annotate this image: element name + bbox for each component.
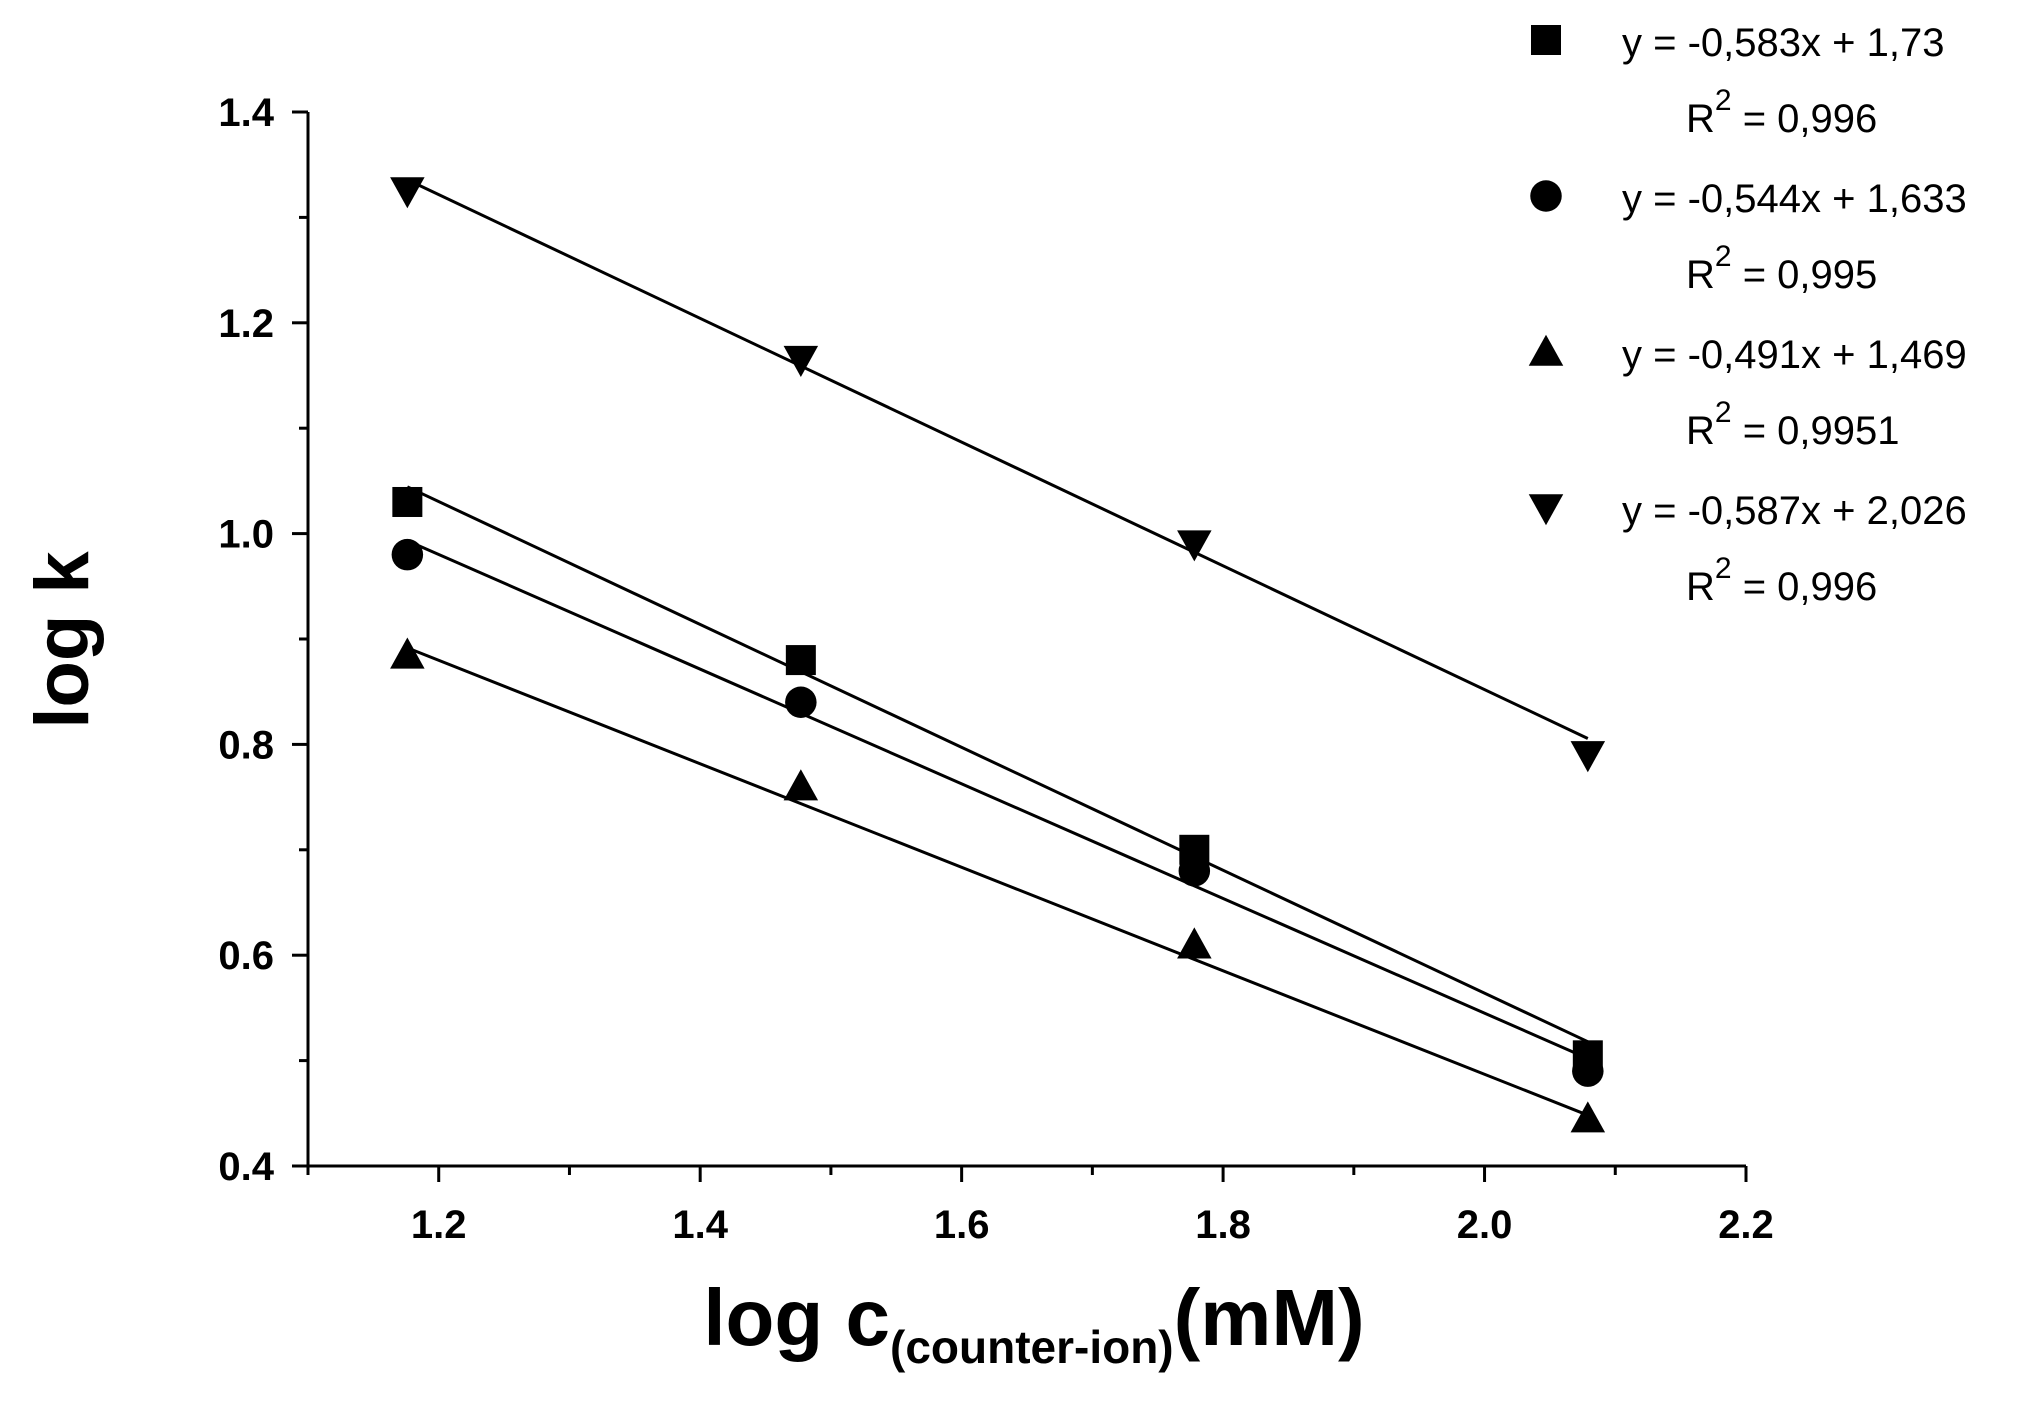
fit-lines [406,178,1589,1117]
data-markers [390,177,1606,1133]
triangle-up-legend-marker [1528,334,1564,366]
y-tick-label: 1.0 [218,513,274,557]
y-tick-label: 1.2 [218,302,274,346]
square-legend-equation: y = -0,583x + 1,73 [1622,21,1944,65]
circle-data-point [391,538,424,571]
square-legend-marker [1531,25,1561,55]
r-value: = 0,995 [1732,253,1878,297]
triangle-up-fit-line [406,646,1589,1117]
r-value: = 0,9951 [1732,409,1900,453]
triangle-down-legend-equation: y = -0,587x + 2,026 [1622,489,1967,533]
circle-data-point [1178,855,1211,887]
y-tick-label: 0.4 [218,1145,274,1189]
r-value: = 0,996 [1732,565,1878,609]
triangle-up-legend-r-squared: R2 = 0,9951 [1686,396,1900,453]
y-tick-label: 0.6 [218,934,274,978]
triangle-down-fit-line [406,178,1589,740]
x-axis-title-unit: (mM) [1174,1273,1365,1362]
triangle-up-data-point [1177,927,1212,959]
y-tick-label: 1.4 [218,91,274,135]
r-symbol: R [1686,565,1715,609]
triangle-up-data-point [1570,1101,1606,1133]
triangle-down-legend-marker [1528,494,1564,526]
triangle-down-legend-r-squared: R2 = 0,996 [1686,552,1877,609]
x-axis-title: log c(counter-ion)(mM) [703,1273,1364,1373]
x-tick-label: 2.0 [1457,1203,1513,1247]
r-superscript: 2 [1715,552,1732,585]
circle-data-point [1572,1055,1604,1087]
x-axis-title-subscript: (counter-ion) [890,1321,1174,1373]
triangle-down-data-point [390,177,425,209]
circle-fit-line [406,539,1589,1060]
r-symbol: R [1686,253,1715,297]
triangle-down-data-point [1177,530,1212,562]
r-superscript: 2 [1715,240,1732,273]
y-axis-title: log k [20,551,105,729]
triangle-up-data-point [390,637,425,669]
ticks: 1.2 1.4 1.6 1.8 2.0 2.2 0.4 0.6 0.8 1.0 1.2 1.4 [218,91,1773,1247]
square-fit-line [406,485,1589,1044]
triangle-up-legend-equation: y = -0,491x + 1,469 [1622,333,1967,377]
circle-data-point [785,686,817,718]
r-value: = 0,996 [1732,97,1878,141]
triangle-down-data-point [1570,741,1606,773]
triangle-down-data-point [783,345,819,377]
circle-legend-r-squared: R2 = 0,995 [1686,240,1877,297]
r-superscript: 2 [1715,396,1732,429]
square-data-point [392,486,423,517]
x-tick-label: 1.2 [411,1203,467,1247]
x-tick-label: 1.6 [934,1203,990,1247]
square-legend-r-squared: R2 = 0,996 [1686,84,1877,141]
r-superscript: 2 [1715,84,1732,117]
axes [306,112,1746,1168]
x-axis-title-main: log c [703,1273,890,1362]
circle-legend-equation: y = -0,544x + 1,633 [1622,177,1967,221]
r-symbol: R [1686,97,1715,141]
r-symbol: R [1686,409,1715,453]
square-data-point [785,645,816,676]
triangle-up-data-point [783,769,819,801]
x-tick-label: 1.8 [1195,1203,1251,1247]
circle-legend-marker [1530,180,1562,212]
y-tick-label: 0.8 [218,723,274,767]
x-tick-label: 2.2 [1718,1203,1774,1247]
x-tick-label: 1.4 [672,1203,728,1247]
